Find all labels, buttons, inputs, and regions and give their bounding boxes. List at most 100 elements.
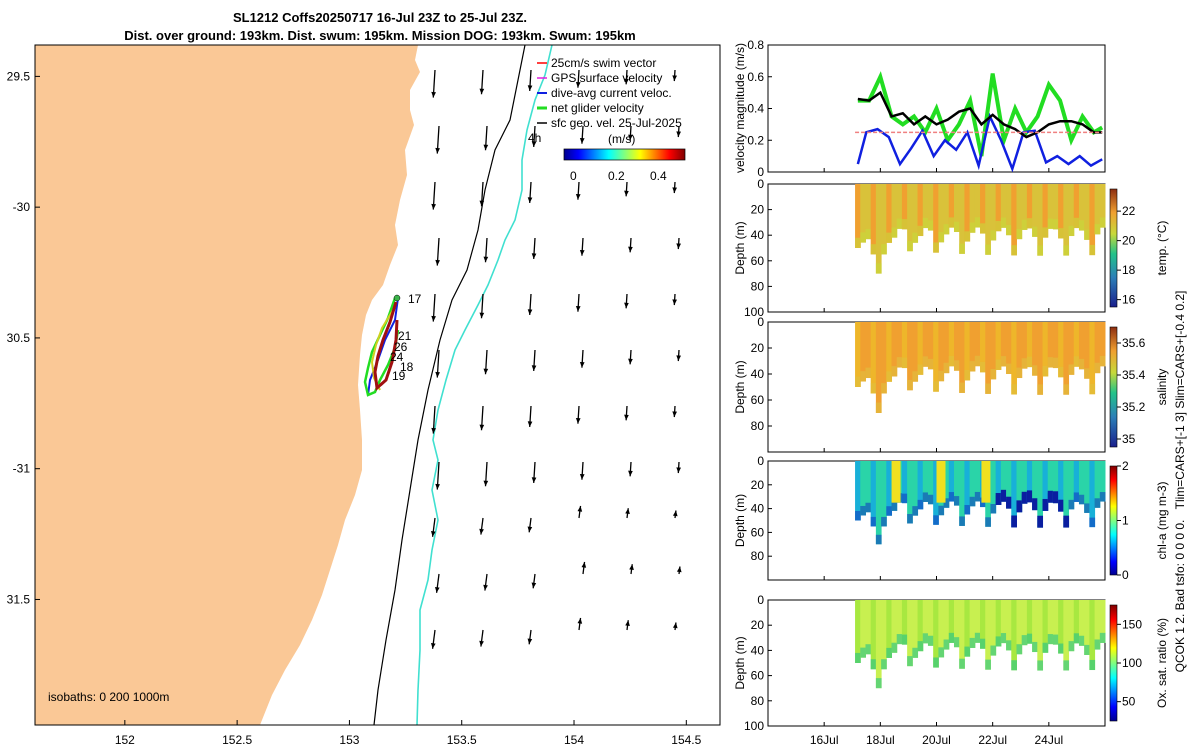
salinity-section-column-base xyxy=(875,402,882,413)
salinity-section-column xyxy=(1006,322,1012,375)
temperature-section-ytick-label: 40 xyxy=(751,228,765,242)
chlorophyll-section-ytick-label: 20 xyxy=(751,478,765,492)
oxygen-section-column-base xyxy=(1068,641,1075,652)
temperature-section-column xyxy=(912,184,919,243)
salinity-section-colorbar-tick-label: 35.2 xyxy=(1122,400,1146,414)
chlorophyll-section-deep-low xyxy=(1052,491,1059,504)
oxygen-section-column-base xyxy=(933,657,939,668)
oxygen-section-column-base xyxy=(1042,642,1049,653)
oxygen-section-column xyxy=(985,600,991,670)
chlorophyll-section-column xyxy=(1037,461,1044,528)
isobath-200m xyxy=(373,45,526,725)
temperature-section-colorbar-tick-label: 20 xyxy=(1122,234,1136,248)
map-xtick-label: 152 xyxy=(115,733,135,747)
oxygen-section-column-base xyxy=(985,659,991,670)
salinity-section-ytick-label: 20 xyxy=(751,341,765,355)
salinity-section-column-base xyxy=(901,357,908,369)
salinity-section-column xyxy=(922,322,929,367)
chlorophyll-section-deep-low xyxy=(1000,489,1007,502)
velocity-ylabel: velocity magnitude (m/s) xyxy=(733,43,747,173)
chlorophyll-section-column-base xyxy=(1078,494,1085,505)
current-arrow xyxy=(431,405,436,434)
current-arrow xyxy=(527,517,533,533)
chlorophyll-section-deep-low xyxy=(1037,515,1044,528)
salinity-section-column-base xyxy=(855,376,861,387)
chlorophyll-section-column-base xyxy=(969,496,976,507)
temperature-section-column xyxy=(943,184,950,235)
oxygen-section-column-base xyxy=(1084,644,1090,655)
velocity-series xyxy=(855,71,1104,172)
salinity-section-column xyxy=(1047,322,1054,368)
salinity-section-column xyxy=(1063,322,1070,395)
current-arrow xyxy=(628,237,633,253)
salinity-section-column xyxy=(1068,322,1075,375)
oxygen-section-ytick-label: 40 xyxy=(751,643,765,657)
temperature-section-column xyxy=(938,184,945,243)
salinity-section-column-base xyxy=(1047,357,1054,368)
temperature-section-column-base xyxy=(1000,217,1007,228)
chlorophyll-section-column-base xyxy=(948,492,955,502)
temperature-section-column-base xyxy=(865,228,872,240)
chlorophyll-section-ytick-label: 0 xyxy=(757,454,764,468)
salinity-section-column-base xyxy=(1037,384,1044,395)
salinity-section-column xyxy=(881,322,887,394)
current-arrow xyxy=(676,566,682,575)
current-arrow xyxy=(625,508,630,519)
oxygen-section-column xyxy=(1032,600,1038,653)
salinity-section-column xyxy=(912,322,919,382)
oxygen-section-colorbar-tick-label: 50 xyxy=(1122,695,1136,709)
temperature-section-column xyxy=(964,184,971,242)
salinity-section-column-base xyxy=(1052,357,1059,369)
chlorophyll-section-column xyxy=(933,461,939,525)
temperature-section-column xyxy=(953,184,960,232)
map-ytick-label: 29.5 xyxy=(7,69,31,83)
temperature-section-column-base xyxy=(1042,227,1049,238)
current-arrow xyxy=(672,405,677,418)
oxygen-section-column xyxy=(969,600,976,648)
colorbar-label: (m/s) xyxy=(608,132,635,146)
temperature-section-column xyxy=(1011,184,1017,256)
salinity-section-column xyxy=(1011,322,1017,395)
salinity-section-column xyxy=(927,322,934,370)
oxygen-section-column-base xyxy=(865,644,872,655)
current-arrow xyxy=(483,125,489,151)
current-arrow xyxy=(575,69,581,88)
current-arrow xyxy=(672,510,678,519)
chlorophyll-section-column-base xyxy=(912,506,919,516)
oxygen-section-column-base xyxy=(1026,633,1033,644)
temperature-section-column xyxy=(886,184,893,243)
chlorophyll-section-column xyxy=(1084,461,1090,513)
oxygen-section-column-base xyxy=(907,656,913,667)
chlorophyll-section-column-base xyxy=(933,515,939,525)
oxygen-section-column xyxy=(953,600,960,648)
oxygen-section-ytick-label: 20 xyxy=(751,618,765,632)
temperature-section-column-base xyxy=(1037,245,1044,256)
chlorophyll-section-high-band xyxy=(981,461,991,503)
chlorophyll-section-column-base xyxy=(938,505,945,516)
oxygen-section-colorbar-label: Ox. sat. ratio (%) xyxy=(1155,618,1169,708)
current-arrow xyxy=(434,573,440,593)
oxygen-section-column-base xyxy=(995,636,1002,647)
chlorophyll-section-colorbar-label: chl-a (mg m-3) xyxy=(1155,481,1169,559)
chlorophyll-section-column xyxy=(1068,461,1075,510)
temperature-section-column-base xyxy=(891,227,898,238)
chlorophyll-section-column xyxy=(1063,461,1070,528)
chlorophyll-section-column-base xyxy=(855,510,861,521)
temperature-section-column xyxy=(1068,184,1075,237)
current-arrow xyxy=(435,125,440,154)
current-arrow xyxy=(624,405,629,421)
oxygen-section-column xyxy=(927,600,934,646)
temperature-section-ytick-label: 0 xyxy=(757,177,764,191)
oxygen-section-column-base xyxy=(1063,660,1070,671)
chlorophyll-section-high-band xyxy=(936,461,946,503)
temperature-section-column-base xyxy=(933,242,939,253)
salinity-section-axis: 0 20 40 60 80 Depth (m) xyxy=(733,315,1050,452)
salinity-section-column xyxy=(969,322,976,372)
temperature-section-column xyxy=(1000,184,1007,228)
chlorophyll-section-colorbar: 0 1 2 chl-a (mg m-3) xyxy=(1109,459,1169,582)
chlorophyll-section-column xyxy=(1042,461,1049,511)
salinity-section-column xyxy=(875,322,882,413)
current-arrow xyxy=(479,517,484,535)
chlorophyll-section-column xyxy=(1094,461,1101,508)
temperature-section-column-base xyxy=(1058,228,1064,239)
